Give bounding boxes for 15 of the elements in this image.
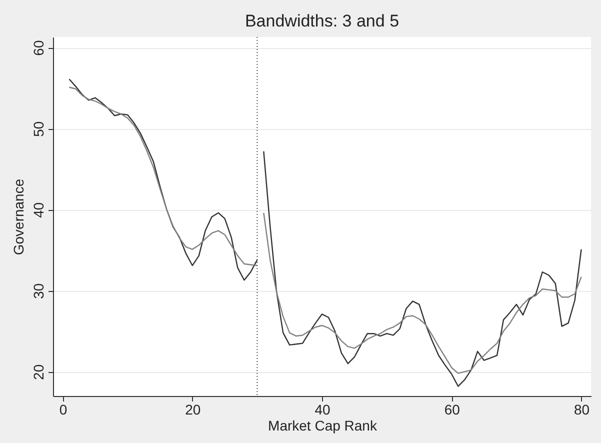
y-tick-label: 30 [30,283,46,299]
line-series [263,212,582,374]
y-tick-label: 50 [30,121,46,137]
x-tick-label: 60 [444,402,460,418]
x-tick-label: 80 [574,402,590,418]
x-axis-title: Market Cap Rank [268,418,378,434]
x-tick-label: 0 [59,402,68,418]
y-tick-label: 20 [30,364,46,380]
y-axis-title: Governance [10,178,26,256]
y-tick-label: 60 [30,40,46,56]
line-series [263,150,582,387]
y-tick-label: 40 [30,202,46,218]
x-tick-label: 20 [185,402,201,418]
chart-title: Bandwidths: 3 and 5 [244,12,400,30]
x-tick-label: 40 [314,402,330,418]
